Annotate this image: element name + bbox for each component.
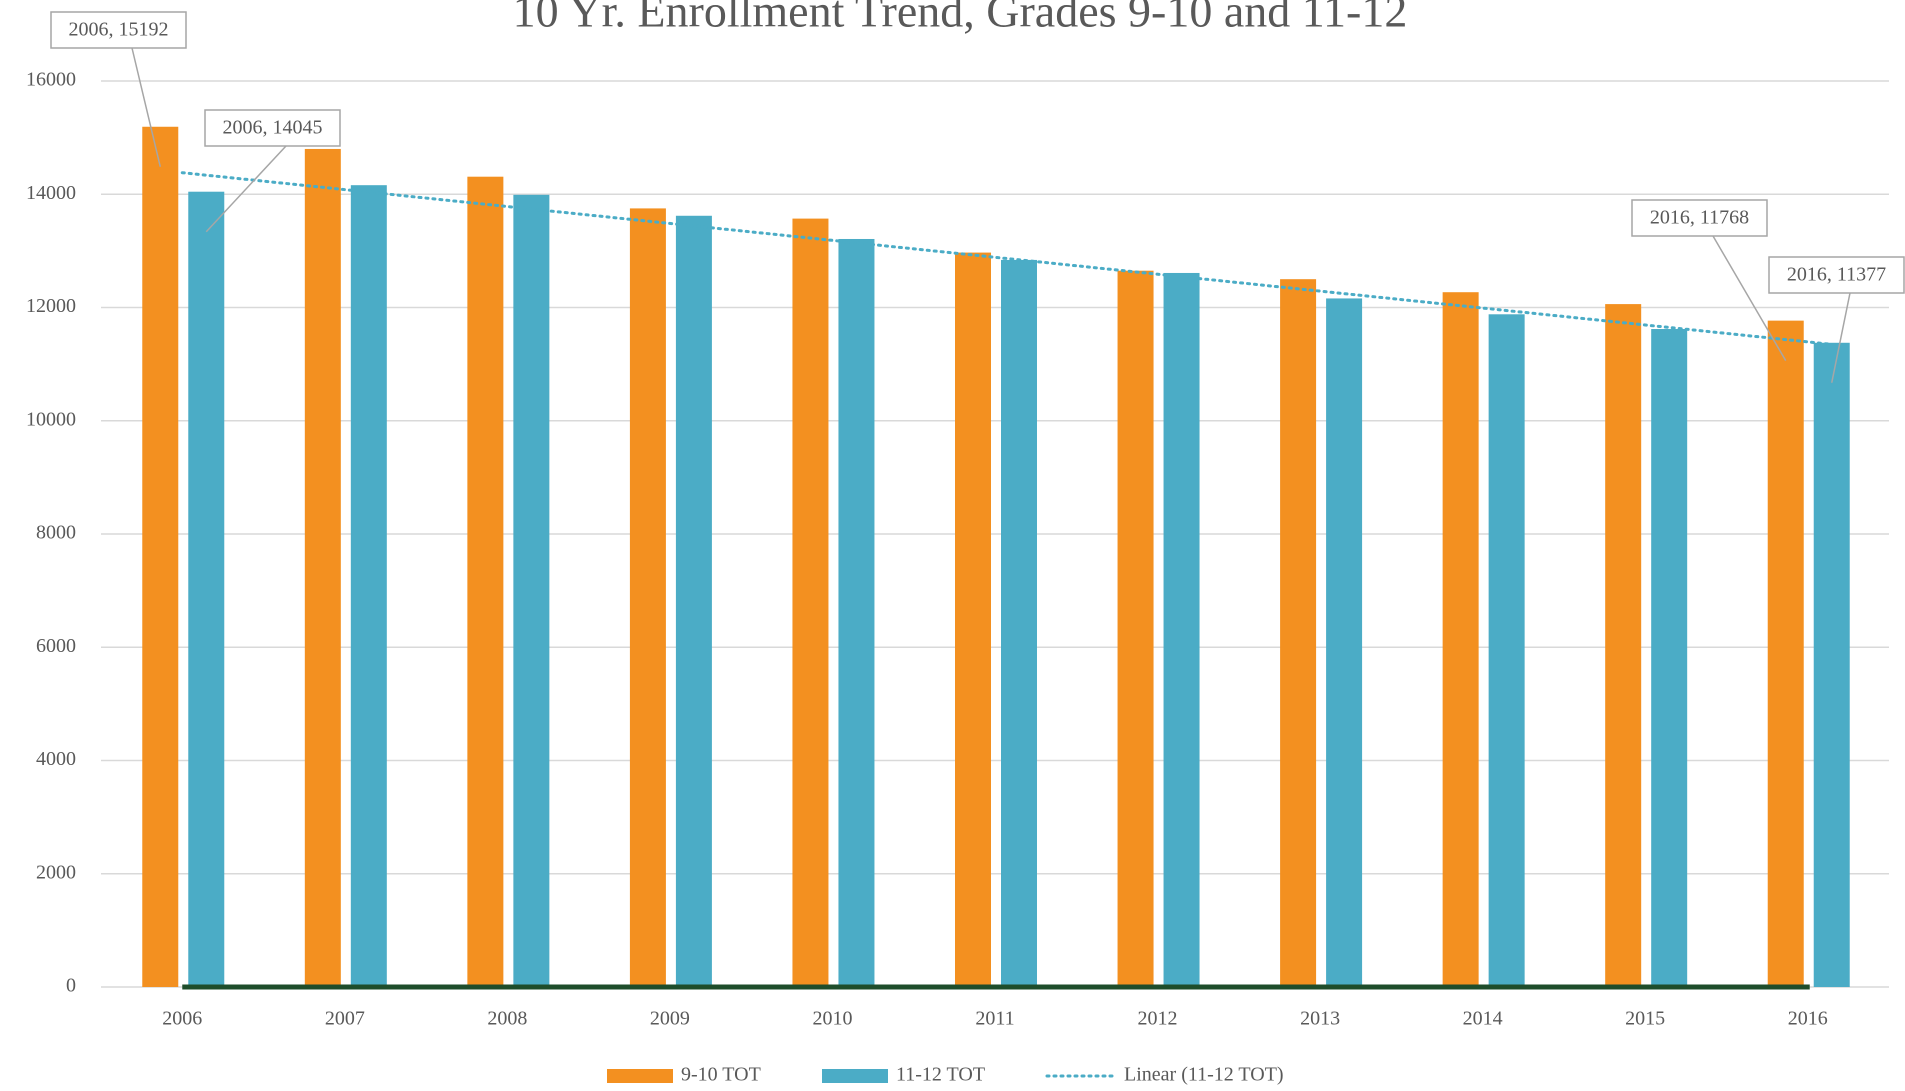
callout-box [1631, 199, 1768, 237]
callout-label: 2006, 14045 [223, 117, 323, 139]
bar [1001, 259, 1037, 987]
callout-box [204, 109, 341, 147]
bar [467, 176, 504, 988]
chart-title: 10 Yr. Enrollment Trend, Grades 9-10 and… [513, 0, 1408, 37]
x-tick-label: 2007 [325, 1008, 365, 1030]
callout-label: 2016, 11377 [1787, 264, 1886, 286]
legend-label: Linear (11-12 TOT) [1124, 1064, 1284, 1086]
callout-box [50, 11, 187, 49]
legend-swatch [607, 1069, 673, 1083]
bar [1117, 270, 1154, 988]
bar [1651, 329, 1688, 988]
callout-pointer [1830, 292, 1851, 383]
bar [1163, 272, 1200, 987]
bar [142, 126, 179, 988]
bar [955, 252, 991, 988]
y-tick-label: 2000 [36, 861, 76, 883]
bar [1442, 292, 1479, 987]
x-tick-label: 2013 [1300, 1008, 1340, 1030]
bar [1767, 320, 1804, 988]
y-tick-label: 8000 [36, 522, 76, 544]
y-tick-label: 10000 [26, 408, 76, 430]
callout-pointer [1712, 235, 1787, 362]
x-tick-label: 2010 [812, 1008, 852, 1030]
callout-pointer [131, 47, 162, 167]
x-tick-label: 2011 [975, 1008, 1014, 1030]
legend-swatch [822, 1069, 888, 1083]
y-tick-label: 12000 [26, 295, 76, 317]
y-tick-label: 14000 [26, 182, 76, 204]
x-tick-label: 2014 [1463, 1008, 1503, 1030]
y-tick-label: 6000 [36, 635, 76, 657]
x-tick-label: 2008 [487, 1008, 527, 1030]
bar [350, 185, 387, 987]
x-tick-label: 2009 [650, 1008, 690, 1030]
callout-box [1768, 256, 1905, 294]
bar [513, 194, 550, 987]
bar [629, 208, 666, 987]
y-tick-label: 16000 [26, 69, 76, 91]
x-tick-label: 2012 [1138, 1008, 1178, 1030]
legend-label: 9-10 TOT [681, 1064, 761, 1086]
bar [675, 215, 712, 987]
legend-label: 11-12 TOT [896, 1064, 985, 1086]
trendline [180, 171, 1834, 346]
bar [1488, 314, 1525, 987]
bar [188, 191, 225, 987]
bar [792, 218, 829, 987]
bar [1605, 304, 1642, 987]
bar [1280, 279, 1317, 987]
bar [304, 148, 341, 987]
callout-label: 2016, 11768 [1650, 207, 1749, 229]
y-tick-label: 4000 [36, 748, 76, 770]
bar [1813, 342, 1850, 988]
x-tick-label: 2006 [162, 1008, 202, 1030]
callout-pointer [205, 145, 287, 233]
bar [838, 238, 875, 987]
x-tick-label: 2015 [1625, 1008, 1665, 1030]
y-tick-label: 0 [66, 975, 76, 997]
callout-label: 2006, 15192 [69, 19, 169, 41]
x-tick-label: 2016 [1788, 1008, 1828, 1030]
bar [1326, 298, 1363, 987]
